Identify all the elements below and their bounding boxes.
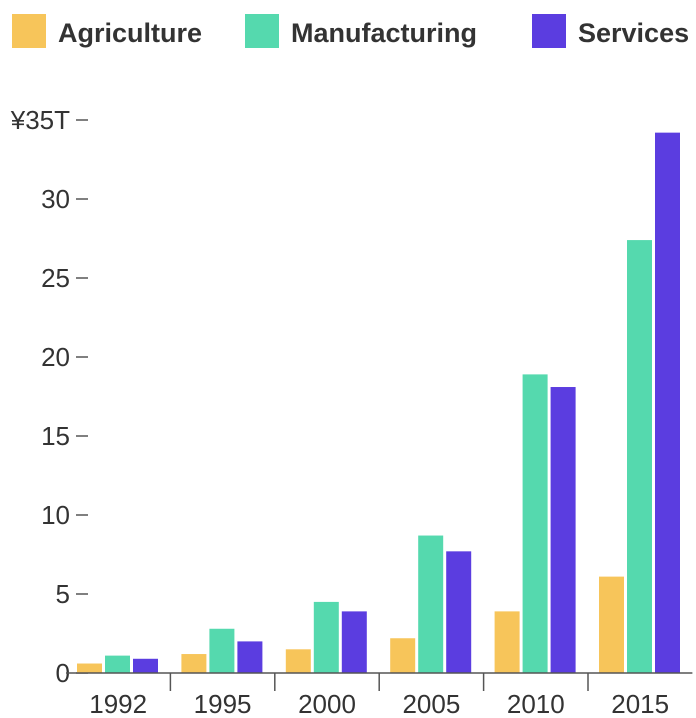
legend-label-2: Services <box>578 18 689 48</box>
bar-services-2005 <box>446 551 472 673</box>
bar-services-2000 <box>341 611 367 673</box>
y-tick-label-2: 10 <box>41 500 70 530</box>
x-tick-label-1995: 1995 <box>194 689 252 718</box>
bar-manufacturing-2010 <box>522 374 548 673</box>
bar-agriculture-1995 <box>181 654 207 673</box>
bar-services-1995 <box>237 641 263 673</box>
legend-label-1: Manufacturing <box>291 18 477 48</box>
y-tick-label-1: 5 <box>56 579 70 609</box>
x-tick-label-2005: 2005 <box>402 689 460 718</box>
bar-services-2010 <box>550 387 576 673</box>
bar-services-2015 <box>655 132 680 673</box>
y-tick-label-7: ¥35T <box>10 105 70 135</box>
x-tick-label-1992: 1992 <box>89 689 147 718</box>
bar-manufacturing-2005 <box>418 535 444 673</box>
bar-agriculture-2010 <box>494 611 520 673</box>
y-axis: 0 5 10 15 20 25 30 ¥35T <box>10 105 88 688</box>
y-tick-label-0: 0 <box>56 658 70 688</box>
bars <box>77 132 680 673</box>
legend-swatch-1 <box>245 14 279 48</box>
y-tick-label-4: 20 <box>41 342 70 372</box>
bar-agriculture-2015 <box>599 576 624 673</box>
legend-label-0: Agriculture <box>58 18 202 48</box>
legend: Agriculture Manufacturing Services <box>12 14 689 48</box>
bar-agriculture-2000 <box>285 649 311 673</box>
bar-manufacturing-2000 <box>313 601 339 673</box>
x-tick-label-2015: 2015 <box>611 689 669 718</box>
bar-agriculture-1992 <box>77 663 102 673</box>
y-tick-label-3: 15 <box>41 421 70 451</box>
bar-agriculture-2005 <box>390 638 416 673</box>
x-axis: 1992 1995 2000 2005 2010 2015 <box>66 672 693 718</box>
y-tick-label-5: 25 <box>41 263 70 293</box>
bar-manufacturing-1992 <box>105 655 130 673</box>
bar-services-1992 <box>133 658 158 673</box>
x-tick-label-2000: 2000 <box>298 689 356 718</box>
x-tick-label-2010: 2010 <box>507 689 565 718</box>
legend-swatch-0 <box>12 14 46 48</box>
bar-manufacturing-1995 <box>209 628 235 673</box>
bar-manufacturing-2015 <box>627 240 652 673</box>
y-tick-label-6: 30 <box>41 184 70 214</box>
legend-swatch-2 <box>532 14 566 48</box>
